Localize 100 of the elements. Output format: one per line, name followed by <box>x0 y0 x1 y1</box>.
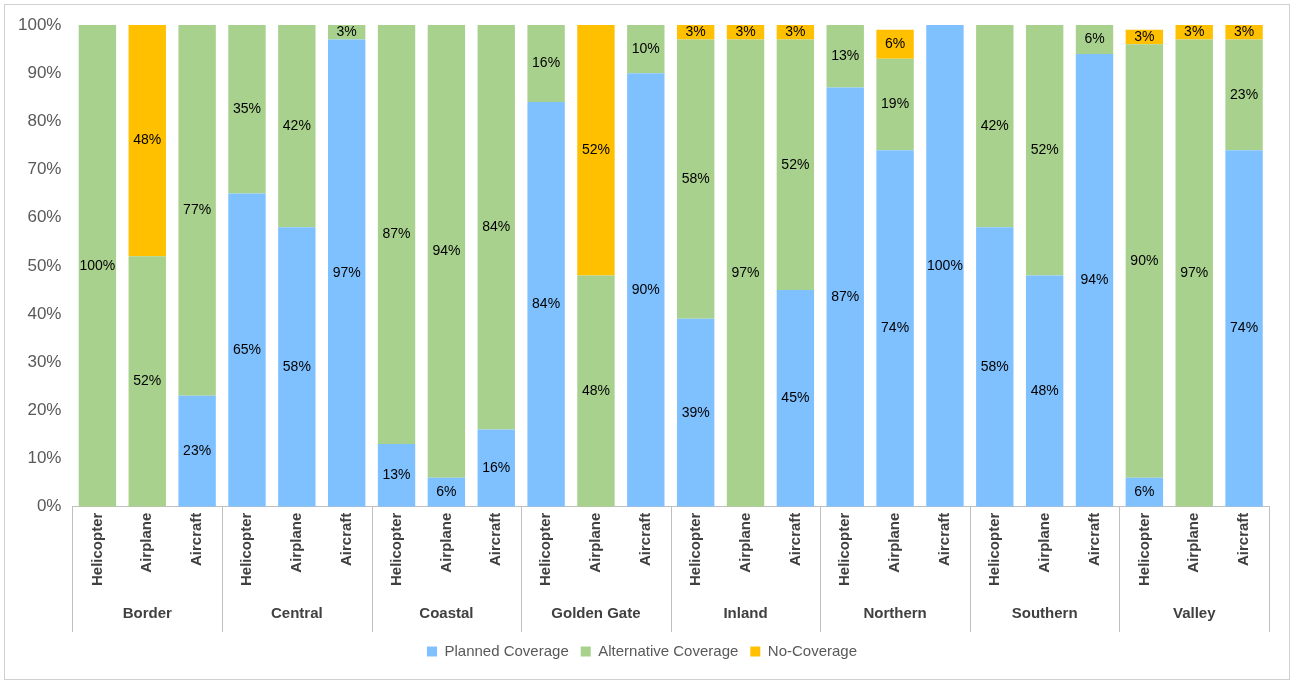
bar <box>1025 275 1064 507</box>
data-label: 84% <box>532 295 561 312</box>
bar <box>776 39 815 290</box>
x-tick-label: Helicopter <box>1134 512 1152 587</box>
x-tick-label: Aircraft <box>785 512 803 567</box>
text: Central <box>270 604 323 622</box>
data-label: 97% <box>332 263 361 280</box>
x-tick-label: Airplane <box>137 512 155 573</box>
text: Valley <box>1172 604 1217 622</box>
data-label: 94% <box>1080 271 1109 288</box>
x-tick-label: Airplane <box>1184 512 1202 573</box>
bar <box>577 25 615 276</box>
bar <box>178 395 216 507</box>
data-label: 39% <box>681 403 710 420</box>
bar <box>776 289 815 507</box>
data-label: 42% <box>980 117 1009 134</box>
data-label: 94% <box>432 242 461 259</box>
x-tick-label: Airplane <box>885 512 903 573</box>
data-label: 77% <box>183 201 212 218</box>
bar <box>377 444 416 507</box>
text: Inland <box>723 604 768 622</box>
bar <box>1225 39 1263 151</box>
bar <box>327 39 366 507</box>
x-tick-label: Helicopter <box>87 512 105 587</box>
x-tick-label: Airplane <box>1034 512 1052 573</box>
y-tick-label: 40% <box>27 303 62 323</box>
bar <box>1025 25 1064 276</box>
bar <box>527 102 565 507</box>
data-label: 90% <box>631 280 660 297</box>
bar <box>826 87 864 507</box>
bar <box>377 25 416 445</box>
y-tick-label: 50% <box>27 255 62 275</box>
bar <box>278 227 316 507</box>
data-label: 23% <box>183 442 212 459</box>
x-tick-label: Helicopter <box>536 512 554 587</box>
x-tick-label: Aircraft <box>486 512 504 567</box>
data-label: 45% <box>781 389 810 406</box>
bar <box>527 25 565 103</box>
bar <box>627 73 665 507</box>
text: Border <box>122 604 173 622</box>
bar <box>477 429 515 507</box>
bar <box>926 25 964 507</box>
x-tick-label: Aircraft <box>1234 512 1252 567</box>
data-label: 74% <box>1230 319 1259 336</box>
bar <box>278 25 316 228</box>
data-label: 74% <box>881 319 910 336</box>
data-label: 6% <box>884 35 906 52</box>
data-label: 97% <box>1180 263 1209 280</box>
text: Coastal <box>419 604 474 622</box>
data-label: 3% <box>1134 27 1155 44</box>
bar <box>826 25 864 88</box>
data-label: 90% <box>1130 251 1159 268</box>
legend-label: Planned Coverage <box>444 641 569 659</box>
bar <box>128 25 166 257</box>
data-label: 48% <box>133 131 162 148</box>
x-tick-label: Helicopter <box>386 512 404 587</box>
bar <box>676 318 715 507</box>
bar <box>477 25 515 430</box>
bar <box>676 39 715 319</box>
data-label: 23% <box>1230 85 1259 102</box>
data-label: 3% <box>685 23 706 40</box>
x-tick-label: Airplane <box>286 512 304 573</box>
bar <box>976 25 1014 228</box>
text: Southern <box>1011 604 1078 622</box>
x-tick-label: Aircraft <box>187 512 205 567</box>
data-label: 52% <box>1030 141 1059 158</box>
data-label: 87% <box>382 225 411 242</box>
data-label: 84% <box>482 218 511 235</box>
data-label: 3% <box>785 23 806 40</box>
data-label: 100% <box>927 256 963 273</box>
bar <box>228 193 266 507</box>
bar <box>178 25 216 396</box>
data-label: 42% <box>282 117 311 134</box>
x-tick-label: Helicopter <box>835 512 853 587</box>
data-label: 52% <box>133 372 162 389</box>
data-label: 35% <box>232 100 261 117</box>
x-tick-label: Airplane <box>735 512 753 573</box>
data-label: 58% <box>282 357 311 374</box>
bar <box>228 25 266 194</box>
bar <box>427 25 466 478</box>
legend-label: No-Coverage <box>767 641 858 659</box>
data-label: 16% <box>482 458 511 475</box>
data-label: 65% <box>232 340 261 357</box>
data-label: 48% <box>1030 381 1059 398</box>
y-tick-label: 0% <box>36 496 62 516</box>
y-tick-label: 20% <box>27 400 62 420</box>
bar <box>78 25 117 507</box>
x-tick-label: Aircraft <box>635 512 653 567</box>
x-tick-label: Aircraft <box>935 512 953 567</box>
y-tick-label: 30% <box>27 351 62 371</box>
data-label: 10% <box>631 39 660 56</box>
data-label: 3% <box>336 23 357 40</box>
bar <box>976 227 1014 507</box>
data-label: 3% <box>1184 23 1205 40</box>
x-tick-label: Helicopter <box>237 512 255 587</box>
bar <box>726 39 765 507</box>
data-label: 48% <box>581 381 610 398</box>
x-tick-label: Helicopter <box>685 512 703 587</box>
y-tick-label: 70% <box>27 159 62 179</box>
text: Golden Gate <box>551 604 641 622</box>
